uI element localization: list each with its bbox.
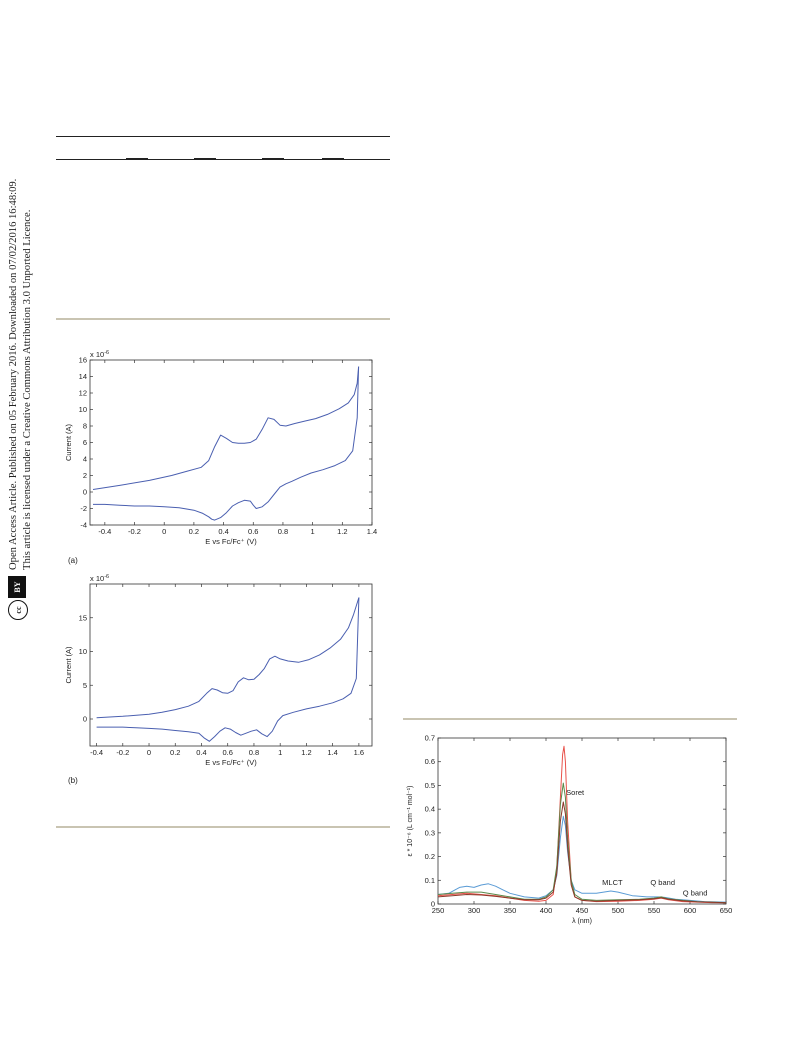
y-tick-label: 4 (83, 455, 87, 464)
y-tick-label: -4 (80, 521, 87, 530)
x-tick-label: 400 (540, 906, 553, 915)
x-tick-label: 300 (468, 906, 481, 915)
x-tick-label: -0.2 (116, 748, 129, 757)
y-tick-label: 0.1 (425, 876, 435, 885)
x-axis-label: λ (nm) (572, 918, 592, 925)
y-tick-label: 0.3 (425, 828, 435, 837)
y-tick-label: 0.7 (425, 734, 435, 743)
table-top-rule (56, 136, 390, 137)
x-tick-label: 1 (278, 748, 282, 757)
x-tick-label: 0.8 (278, 527, 288, 536)
table-cell-rule (322, 158, 344, 160)
x-tick-label: 1.4 (327, 748, 337, 757)
cv-chart-a: -0.4 -0.2 0 0.2 0.4 0.6 0.8 1 1.2 1.4 -4 -2 0 2 4 6 8 10 1… (64, 350, 377, 546)
x-tick-label: 250 (432, 906, 445, 915)
y-tick-label: 0 (83, 715, 87, 724)
x-tick-label: 0 (162, 527, 166, 536)
x-tick-label: 1 (311, 527, 315, 536)
y-tick-label: 5 (83, 681, 87, 690)
chart-annotation: MLCT (602, 878, 623, 887)
table-bottom-rule (56, 159, 390, 160)
series-line (437, 801, 727, 904)
x-tick-label: 1.2 (301, 748, 311, 757)
y-tick-label: 0 (431, 900, 435, 909)
series-line (437, 782, 727, 904)
series-line (96, 597, 360, 719)
y-tick-label: 0.5 (425, 781, 435, 790)
y-tick-label: 0.6 (425, 757, 435, 766)
y-tick-label: 10 (79, 405, 87, 414)
series-line (92, 366, 360, 490)
x-tick-label: 650 (720, 906, 733, 915)
y-tick-label: 8 (83, 422, 87, 431)
x-axis-label: E vs Fc/Fc⁺ (V) (205, 758, 257, 767)
x-tick-label: 0.6 (248, 527, 258, 536)
x-tick-label: -0.2 (128, 527, 141, 536)
y-tick-label: 15 (79, 613, 87, 622)
x-tick-label: 550 (648, 906, 661, 915)
table-cell-rule (262, 158, 284, 160)
y-tick-label: 6 (83, 438, 87, 447)
series-line (437, 745, 727, 904)
plot-frame (437, 737, 727, 905)
table-cell-rule (126, 158, 148, 160)
section-divider (56, 318, 390, 320)
uvvis-chart: 250 300 350 400 450 500 550 600 650 0 0.1 0.2 0.3 0.4… (407, 734, 733, 926)
figure-label-a: (a) (68, 556, 78, 565)
chart-annotation: Q band (650, 878, 675, 887)
section-divider (56, 826, 390, 828)
x-tick-label: 450 (576, 906, 589, 915)
series-line (96, 597, 360, 742)
x-axis-label: E vs Fc/Fc⁺ (V) (205, 537, 257, 546)
x-tick-label: 0.2 (189, 527, 199, 536)
x-tick-label: 1.4 (367, 527, 377, 536)
x-tick-label: 1.2 (337, 527, 347, 536)
plot-frame (89, 359, 373, 526)
y-tick-label: 2 (83, 471, 87, 480)
cc-by-badge[interactable]: cc BY (8, 576, 28, 620)
y-tick-label: 0.2 (425, 852, 435, 861)
y-axis-label: Current (A) (64, 423, 73, 461)
x-tick-label: 500 (612, 906, 625, 915)
license-notice: cc BY Open Access Article. Published on … (2, 0, 42, 620)
x-tick-label: 0.2 (170, 748, 180, 757)
axis-multiplier: x 10-6 (90, 350, 109, 359)
x-tick-label: 0.6 (223, 748, 233, 757)
axis-multiplier-exponent: -6 (104, 574, 109, 580)
chart-annotation: Q band (683, 889, 708, 898)
y-axis-label: Current (A) (64, 646, 73, 684)
y-tick-label: 16 (79, 356, 87, 365)
series-line (93, 366, 360, 521)
cc-icon: cc (8, 600, 28, 620)
plot-frame (89, 583, 373, 747)
licence-link[interactable]: This article is licensed under a Creativ… (22, 209, 33, 570)
x-tick-label: 0.8 (249, 748, 259, 757)
y-tick-label: 10 (79, 647, 87, 656)
x-tick-label: -0.4 (90, 748, 103, 757)
table-cell-rule (194, 158, 216, 160)
x-tick-label: 1.6 (354, 748, 364, 757)
y-tick-label: 0 (83, 488, 87, 497)
access-notice: Open Access Article. Published on 05 Feb… (8, 178, 19, 570)
section-divider (403, 718, 737, 720)
x-tick-label: 600 (684, 906, 697, 915)
x-tick-label: -0.4 (98, 527, 111, 536)
series-line (437, 815, 727, 903)
x-tick-label: 0.4 (218, 527, 228, 536)
x-tick-label: 0 (147, 748, 151, 757)
x-tick-label: 0.4 (196, 748, 206, 757)
figure-label-b: (b) (68, 776, 78, 785)
y-axis-label: ε * 10⁻⁶ (L cm⁻¹ mol⁻¹) (407, 786, 414, 857)
y-tick-label: 14 (79, 372, 87, 381)
axis-multiplier: x 10-6 (90, 574, 109, 583)
chart-annotation: Soret (566, 788, 585, 797)
axis-multiplier-exponent: -6 (104, 350, 109, 356)
y-tick-label: 12 (79, 389, 87, 398)
y-tick-label: -2 (80, 504, 87, 513)
y-tick-label: 0.4 (425, 805, 435, 814)
by-icon: BY (8, 576, 26, 598)
x-tick-label: 350 (504, 906, 517, 915)
cv-chart-b: -0.4 -0.2 0 0.2 0.4 0.6 0.8 1 1.2 1.4 1.6 0 5 10 15 E v… (64, 574, 373, 767)
